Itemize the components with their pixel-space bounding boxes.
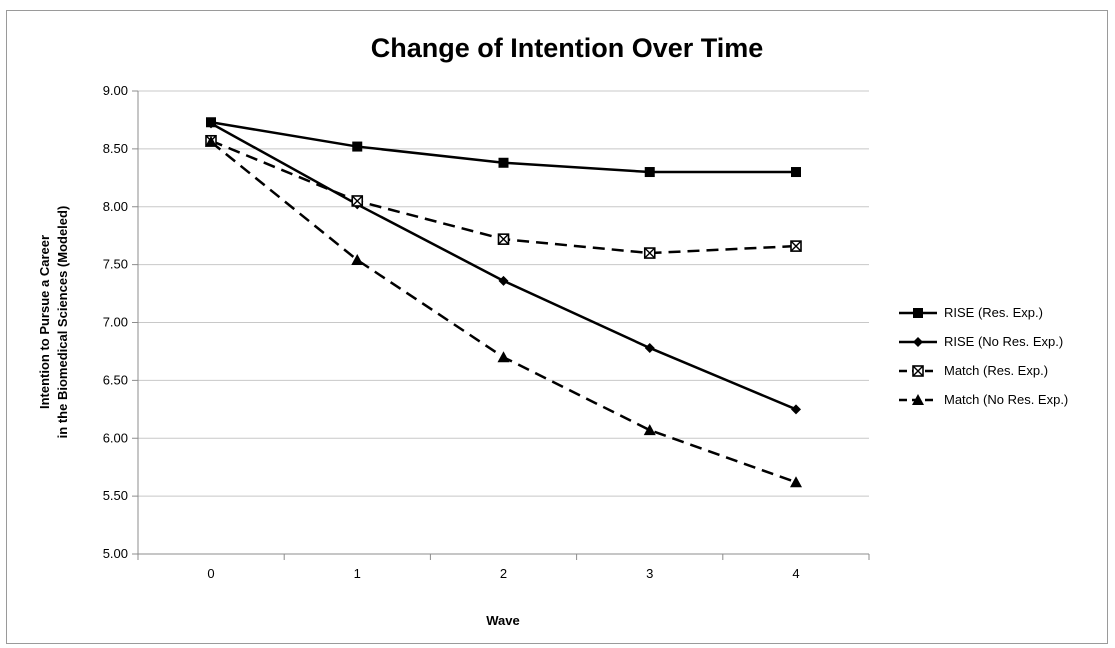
y-tick-label: 5.00 <box>103 546 128 561</box>
y-tick-label: 5.50 <box>103 488 128 503</box>
legend-marker <box>913 337 923 347</box>
x-tick-label: 4 <box>792 566 799 581</box>
y-tick-label: 7.50 <box>103 257 128 272</box>
legend-item: RISE (Res. Exp.) <box>899 305 1043 320</box>
y-tick-label: 7.00 <box>103 315 128 330</box>
legend-marker <box>912 365 924 377</box>
y-axis-ticks: 5.00 5.50 6.00 6.50 7.00 7.50 8.00 8.50 9.00 <box>103 83 138 561</box>
series-markers <box>205 117 802 488</box>
legend-item: Match (Res. Exp.) <box>899 363 1048 378</box>
data-point <box>497 233 510 245</box>
legend-label: Match (No Res. Exp.) <box>944 392 1068 407</box>
legend: RISE (Res. Exp.) RISE (No Res. Exp.) Match… <box>899 305 1068 407</box>
x-tick-label: 2 <box>500 566 507 581</box>
data-point <box>497 351 510 363</box>
data-point <box>643 247 656 259</box>
chart-title: Change of Intention Over Time <box>371 33 764 63</box>
legend-item: RISE (No Res. Exp.) <box>899 334 1063 349</box>
axis-lines <box>137 91 869 555</box>
data-point <box>791 404 801 415</box>
data-point <box>644 167 655 178</box>
data-point <box>790 476 802 488</box>
x-axis-ticks: 0 1 2 3 4 <box>137 554 870 581</box>
series-lines <box>210 121 797 484</box>
x-tick-label: 1 <box>354 566 361 581</box>
y-axis-title: Intention to Pursue a Career in the Biom… <box>37 206 70 439</box>
data-point <box>351 195 364 207</box>
legend-label: RISE (No Res. Exp.) <box>944 334 1063 349</box>
chart-frame <box>6 10 1108 644</box>
data-point <box>206 118 216 129</box>
data-point <box>352 141 363 152</box>
x-tick-label: 0 <box>207 566 214 581</box>
data-point <box>205 135 217 147</box>
data-point <box>643 424 656 436</box>
y-tick-label: 9.00 <box>103 83 128 98</box>
y-axis-title-line-2: in the Biomedical Sciences (Modeled) <box>55 206 70 439</box>
data-point <box>791 167 801 178</box>
legend-label: RISE (Res. Exp.) <box>944 305 1043 320</box>
y-tick-label: 6.50 <box>103 372 128 387</box>
data-point <box>790 240 802 252</box>
data-point <box>351 253 364 265</box>
data-point <box>498 157 509 168</box>
data-point <box>498 275 509 286</box>
data-point <box>644 342 655 353</box>
y-tick-label: 8.00 <box>103 199 128 214</box>
y-axis-title-line-1: Intention to Pursue a Career <box>37 235 52 409</box>
x-axis-title: Wave <box>486 613 519 628</box>
series-line-4 <box>210 140 797 484</box>
legend-item: Match (No Res. Exp.) <box>899 392 1068 407</box>
x-tick-label: 3 <box>646 566 653 581</box>
legend-marker <box>912 394 924 405</box>
legend-marker <box>913 308 923 318</box>
y-tick-label: 8.50 <box>103 141 128 156</box>
y-tick-label: 6.00 <box>103 430 128 445</box>
legend-label: Match (Res. Exp.) <box>944 363 1048 378</box>
